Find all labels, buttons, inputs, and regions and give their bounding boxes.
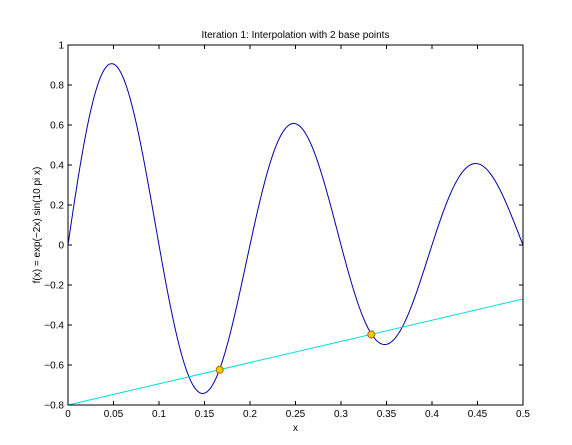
x-tick-label-10: 0.5	[516, 409, 530, 420]
x-tick-label-2: 0.1	[152, 409, 166, 420]
y-tick-label-1: −0.6	[44, 361, 64, 372]
y-tick-label-7: 0.6	[50, 121, 64, 132]
x-tick-label-9: 0.45	[468, 409, 488, 420]
interpolation-line	[67, 298, 524, 406]
curves	[67, 63, 524, 406]
x-tick-label-3: 0.15	[195, 409, 215, 420]
y-axis-label: f(x) = exp(−2x) sin(10 pi x)	[32, 167, 43, 284]
x-tick-label-4: 0.2	[243, 409, 257, 420]
base-point-0	[215, 365, 224, 374]
y-tick-label-6: 0.4	[50, 161, 64, 172]
y-tick-label-0: −0.8	[44, 401, 64, 412]
y-tick-label-5: 0.2	[50, 201, 64, 212]
function-curve	[67, 63, 524, 394]
y-tick-label-2: −0.4	[44, 321, 64, 332]
x-tick-label-8: 0.4	[425, 409, 439, 420]
x-axis-ticks: 0 0.05 0.1 0.15 0.2 0.25 0.3 0.35 0.4 0.45 0.5	[65, 45, 530, 420]
y-tick-label-8: 0.8	[50, 81, 64, 92]
x-tick-label-7: 0.35	[377, 409, 397, 420]
x-tick-label-6: 0.3	[334, 409, 348, 420]
x-tick-label-0: 0	[65, 409, 71, 420]
x-tick-label-5: 0.25	[286, 409, 306, 420]
y-tick-label-9: 1	[58, 41, 64, 52]
y-axis-ticks: −0.8 −0.6 −0.4 −0.2 0 0.2 0.4 0.6 0.8 1	[44, 41, 523, 412]
base-point-1	[367, 330, 376, 339]
chart-title: Iteration 1: Interpolation with 2 base p…	[202, 30, 390, 41]
plot-area	[68, 45, 523, 405]
markers	[215, 330, 376, 374]
y-tick-label-4: 0	[58, 241, 64, 252]
y-tick-label-3: −0.2	[44, 281, 64, 292]
x-axis-label: x	[293, 423, 298, 434]
x-tick-label-1: 0.05	[104, 409, 124, 420]
